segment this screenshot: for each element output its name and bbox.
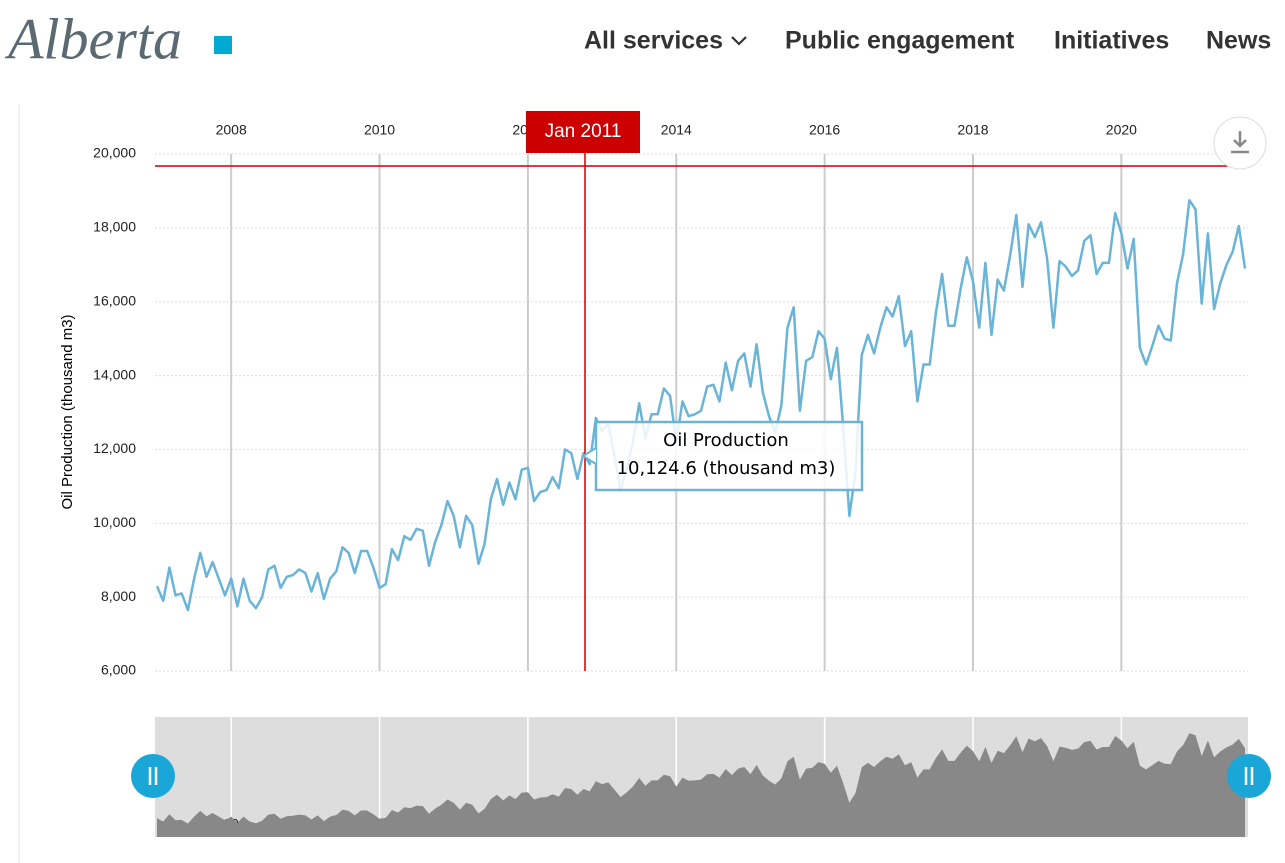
tooltip-value: 10,124.6 (thousand m3) [617, 458, 836, 479]
tooltip-series: Oil Production [663, 430, 789, 451]
y-axis-title: Oil Production (thousand m3) [59, 314, 76, 509]
y-tick-label: 12,000 [93, 440, 136, 456]
nav-item[interactable]: Public engagement [785, 27, 1015, 55]
navigator-handle[interactable] [131, 754, 175, 798]
y-tick-label: 10,000 [93, 514, 136, 530]
crosshair-label: Jan 2011 [545, 121, 622, 142]
chart: 6,000 8,000 10,000 12,000 14,000 16,000 18,000… [59, 111, 1271, 837]
nav-item[interactable]: Initiatives [1054, 27, 1169, 55]
tooltip [594, 420, 864, 492]
y-tick-label: 20,000 [93, 145, 136, 161]
y-tick-label: 8,000 [101, 588, 136, 604]
navigator-area [157, 733, 1245, 837]
x-tick-label: 2014 [661, 122, 692, 138]
x-tick-label: 2020 [1106, 122, 1137, 138]
logo-square [214, 36, 232, 54]
download-icon [1231, 131, 1249, 154]
navigator-handle[interactable] [1227, 754, 1271, 798]
nav-item[interactable]: All services [584, 27, 723, 55]
nav-chevron [731, 36, 747, 46]
y-tick-label: 6,000 [101, 662, 136, 678]
x-tick-label: 2016 [809, 122, 840, 138]
crosshair-label-box [526, 111, 640, 153]
x-tick-label: 2018 [957, 122, 988, 138]
x-tick-label: 2008 [216, 122, 247, 138]
y-tick-label: 16,000 [93, 292, 136, 308]
nav-item[interactable]: News [1206, 27, 1271, 55]
handle-grip [148, 767, 158, 785]
x-tick-label: 2010 [364, 122, 395, 138]
tooltip-pointer [581, 447, 597, 465]
series-line [155, 198, 1247, 612]
handle-grip [1244, 767, 1254, 785]
y-tick-label: 18,000 [93, 219, 136, 235]
logo: Alberta [4, 6, 182, 71]
y-tick-label: 14,000 [93, 366, 136, 382]
